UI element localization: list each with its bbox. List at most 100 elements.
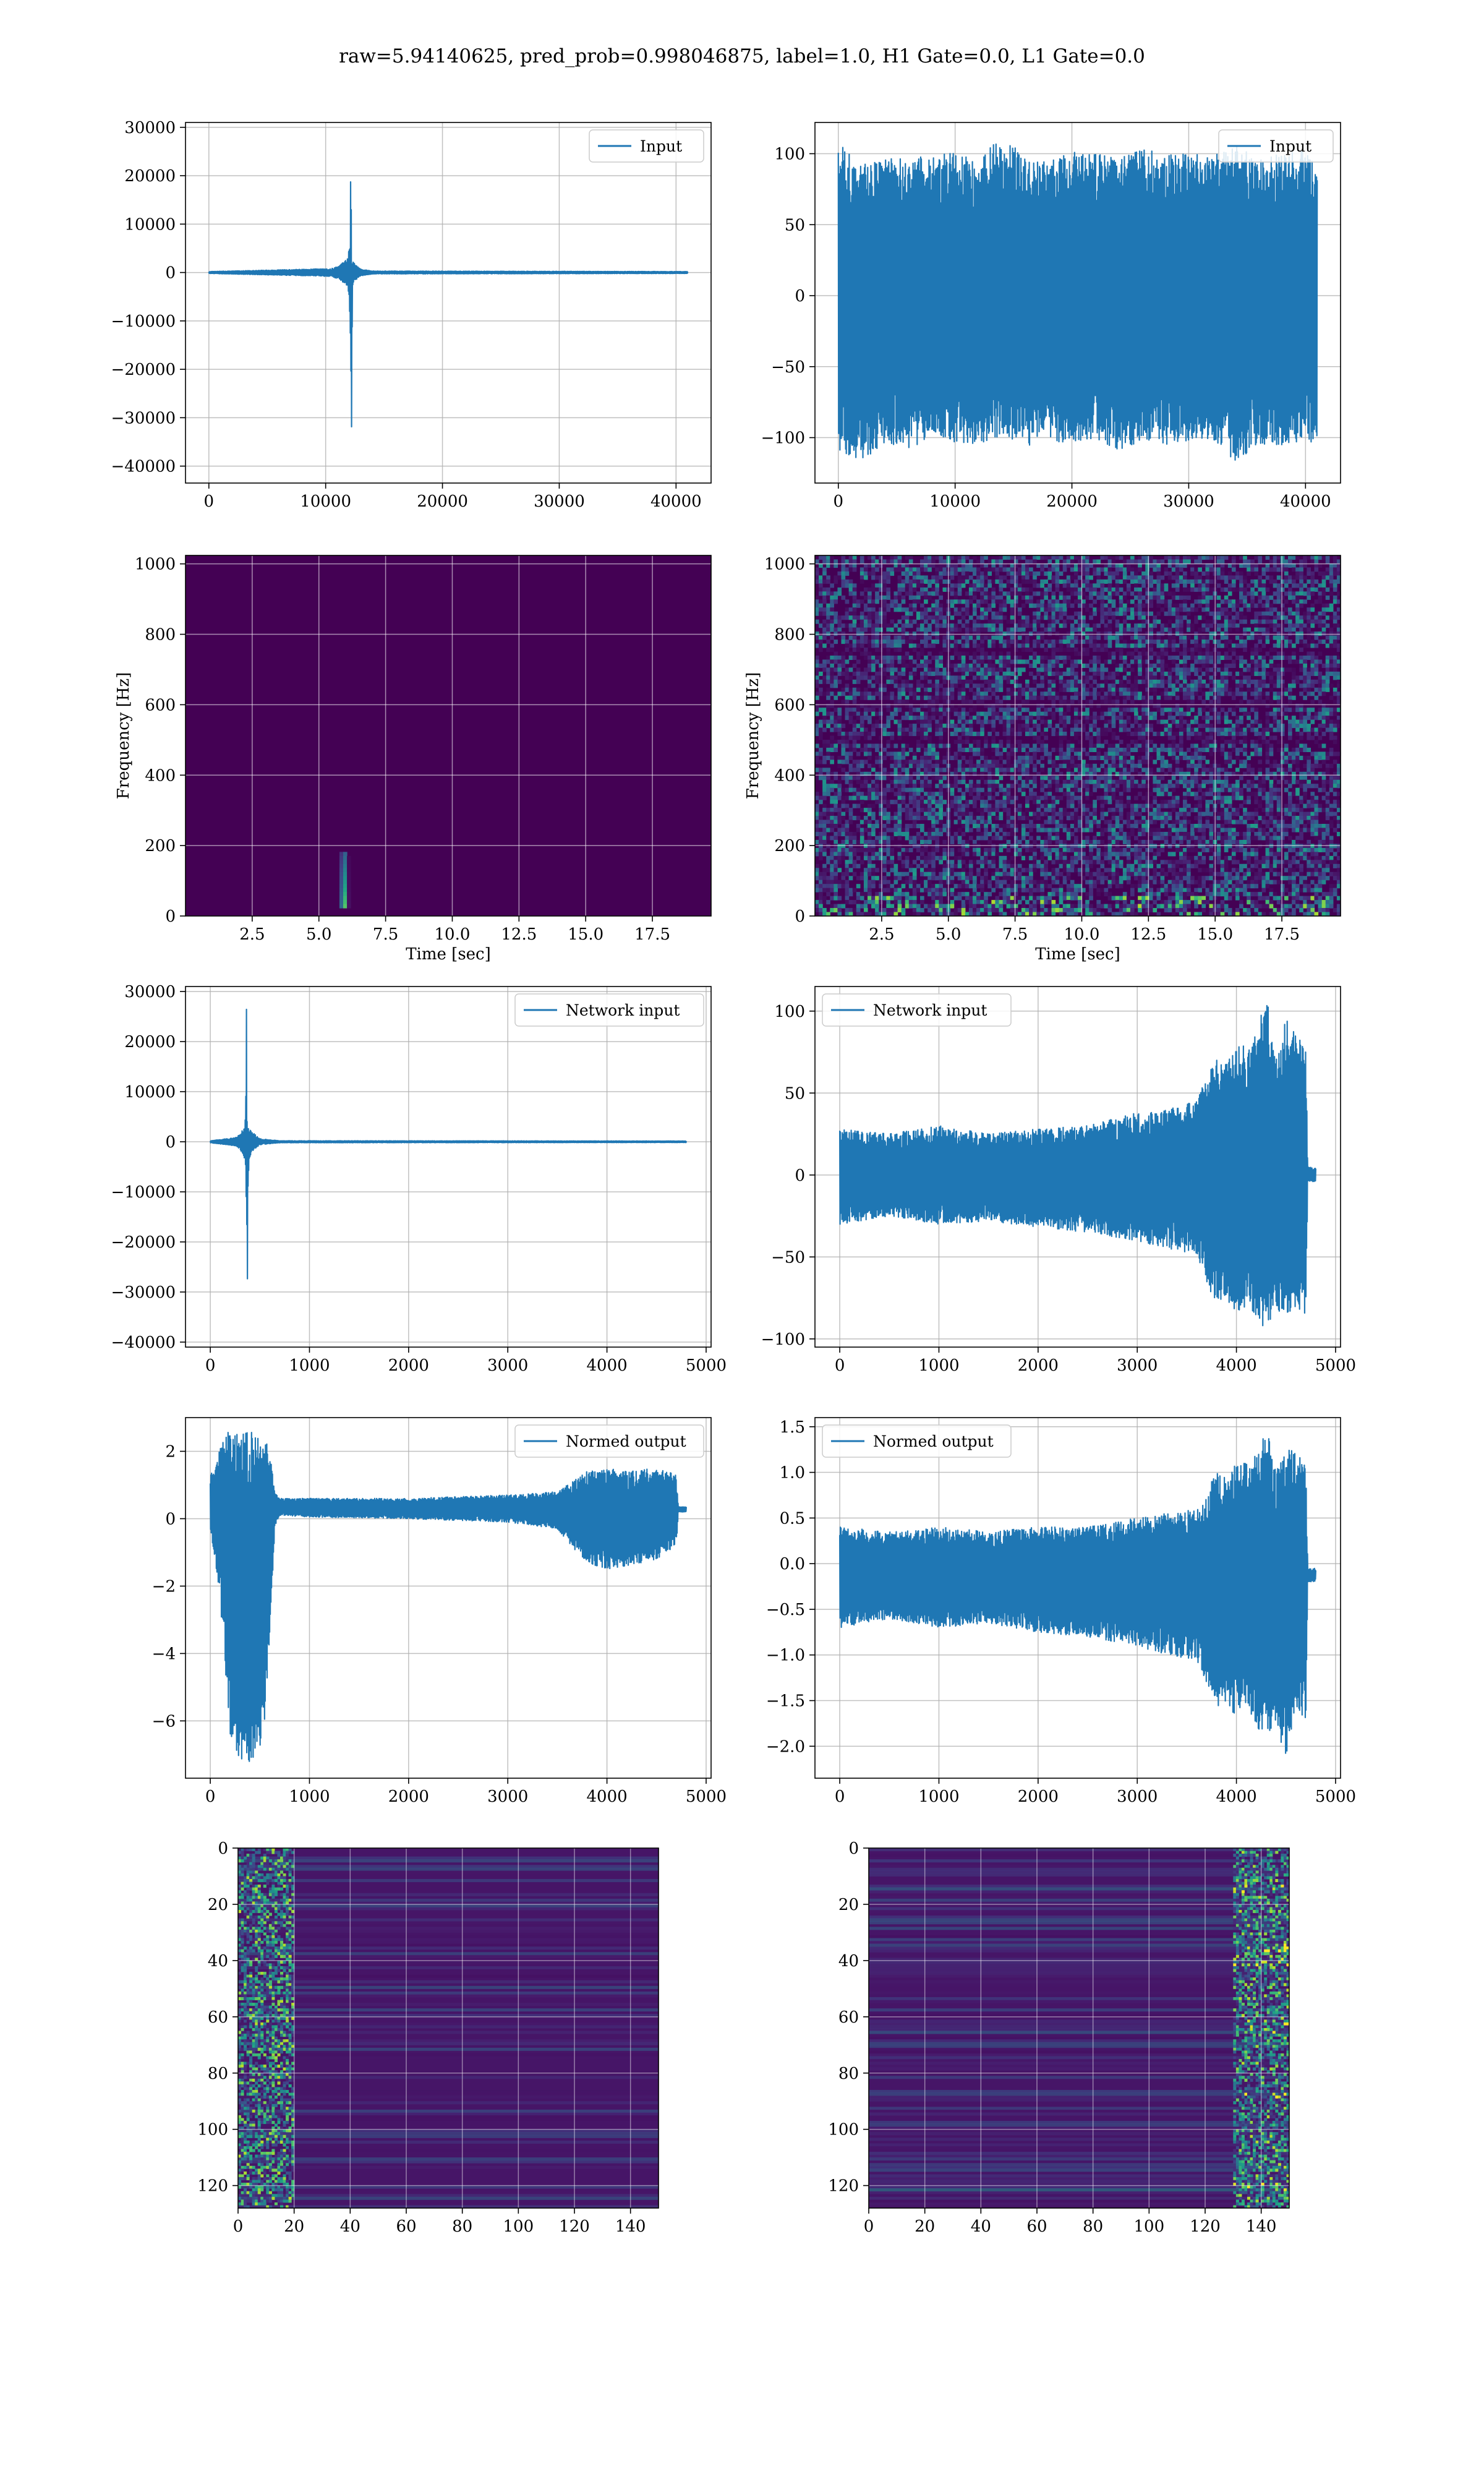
l1-spectrogram-cell	[1243, 711, 1247, 716]
l1-spectrogram-cell	[1002, 711, 1007, 716]
l1-spectrogram-cell	[1073, 563, 1078, 568]
l1-spectrogram-cell	[1250, 635, 1255, 640]
l1-spectrogram-cell	[1040, 719, 1044, 724]
l1-spectrogram-cell	[863, 571, 868, 576]
l1-spectrogram-cell	[1329, 635, 1334, 640]
l1-spectrogram-cell	[1122, 575, 1127, 580]
l1-spectrogram-cell	[1126, 587, 1131, 592]
l1-spectrogram-cell	[980, 623, 984, 628]
l1-spectrogram-cell	[1104, 563, 1109, 568]
l1-spectrogram-cell	[991, 619, 996, 624]
l1-spectrogram-cell	[893, 643, 898, 648]
l1-spectrogram-cell	[1138, 691, 1142, 696]
l1-spectrogram-cell	[1190, 695, 1195, 700]
l1-spectrogram-cell	[1280, 555, 1285, 560]
l1-spectrogram-cell	[912, 659, 917, 664]
l1-spectrogram-cell	[920, 583, 924, 588]
l1-spectrogram-cell	[935, 567, 939, 572]
l1-spectrogram-cell	[973, 555, 977, 560]
l1-spectrogram-cell	[1055, 555, 1060, 560]
l1-spectrogram-cell	[1318, 611, 1323, 616]
l1-spectrogram-cell	[1231, 735, 1236, 740]
l1-spectrogram-cell	[868, 655, 872, 661]
l1-spectrogram-cell	[961, 675, 966, 680]
l1-spectrogram-cell	[1303, 719, 1307, 724]
l1-spectrogram-cell	[1187, 607, 1191, 612]
l1-spectrogram-cell	[916, 687, 921, 692]
l1-spectrogram-cell	[1280, 607, 1285, 612]
l1-spectrogram-cell	[1111, 575, 1116, 580]
l1-spectrogram-cell	[1047, 695, 1052, 700]
l1-spectrogram-cell	[1254, 583, 1259, 588]
l1-spectrogram-cell	[1160, 631, 1165, 636]
l1-spectrogram-cell	[1325, 763, 1330, 768]
l1-spectrogram-cell	[1179, 724, 1183, 729]
l1-spectrogram-cell	[830, 599, 834, 604]
l1-spectrogram-cell	[1321, 743, 1326, 748]
l1-spectrogram-cell	[875, 627, 879, 632]
l1-spectrogram-cell	[1333, 623, 1337, 628]
l1-spectrogram-cell	[1167, 607, 1172, 612]
l1-spectrogram-cell	[897, 751, 902, 756]
l1-spectrogram-cell	[1081, 768, 1086, 773]
l1-spectrogram-cell	[924, 643, 928, 648]
l1-spectrogram-cell	[1025, 599, 1030, 604]
l1-spectrogram-cell	[1288, 607, 1292, 612]
l1-spectrogram-cell	[935, 700, 939, 704]
l1-spectrogram-cell	[1171, 559, 1176, 564]
l1-spectrogram-cell	[1033, 751, 1037, 756]
l1-spectrogram-cell	[1126, 679, 1131, 684]
l1-spectrogram-cell	[1111, 719, 1116, 724]
l1-spectrogram-cell	[1119, 627, 1124, 632]
l1-spectrogram-cell	[1198, 567, 1202, 572]
l1-spectrogram-cell	[984, 687, 988, 692]
l1-spectrogram-cell	[1122, 655, 1127, 661]
l1-spectrogram-cell	[826, 671, 830, 676]
l1-spectrogram-cell	[1201, 716, 1206, 721]
l1-spectrogram-cell	[1081, 627, 1086, 632]
l1-spectrogram-cell	[1085, 751, 1090, 756]
h1-spectrogram-cell	[343, 855, 348, 860]
l1-spectrogram-cell	[1258, 700, 1263, 704]
l1-spectrogram-cell	[1119, 667, 1124, 672]
l1-spectrogram-cell	[976, 732, 981, 737]
l1-spectrogram-cell	[886, 640, 891, 644]
l1-spectrogram-cell	[841, 755, 846, 760]
l1-spectrogram-cell	[1269, 619, 1274, 624]
l1-spectrogram-cell	[1247, 631, 1251, 636]
l1-spectrogram-cell	[1224, 587, 1229, 592]
l1-spectrogram-cell	[845, 559, 850, 564]
l1-spectrogram-cell	[1089, 563, 1093, 568]
l1-spectrogram-cell	[1066, 643, 1071, 648]
l1-spectrogram-cell	[965, 711, 970, 716]
l1-spectrogram-cell	[1183, 651, 1187, 656]
l1-spectrogram-cell	[1194, 719, 1198, 724]
l1-spectrogram-cell	[973, 635, 977, 640]
l1-spectrogram-cell	[1100, 607, 1105, 612]
l1-spectrogram-cell	[1138, 640, 1142, 644]
l1-spectrogram-cell	[1111, 751, 1116, 756]
l1-spectrogram-cell	[957, 691, 962, 696]
l1-spectrogram-cell	[1292, 583, 1296, 588]
l1-spectrogram-cell	[1093, 587, 1097, 592]
l1-spectrogram-cell	[1284, 708, 1289, 713]
l1-spectrogram-cell	[1288, 719, 1292, 724]
l1-spectrogram-cell	[1047, 603, 1052, 608]
l1-spectrogram-cell	[1205, 727, 1210, 732]
l1-spectrogram-cell	[852, 760, 857, 764]
l1-spectrogram-cell	[1247, 687, 1251, 692]
l1-spectrogram-cell	[1227, 727, 1232, 732]
l1-spectrogram-cell	[920, 695, 924, 700]
l1-spectrogram-cell	[1002, 716, 1007, 721]
l1-spectrogram-cell	[1002, 768, 1007, 773]
l1-spectrogram-cell	[1194, 735, 1198, 740]
l1-spectrogram-cell	[905, 663, 910, 668]
l1-spectrogram-cell	[1333, 615, 1337, 620]
l1-spectrogram-cell	[1318, 631, 1323, 636]
h1-input-frame	[185, 122, 712, 484]
l1-spectrogram-cell	[973, 708, 977, 713]
l1-spectrogram-cell	[1318, 583, 1323, 588]
l1-spectrogram-cell	[908, 611, 913, 616]
l1-spectrogram-cell	[1062, 719, 1067, 724]
l1-spectrogram-cell	[1209, 724, 1214, 729]
